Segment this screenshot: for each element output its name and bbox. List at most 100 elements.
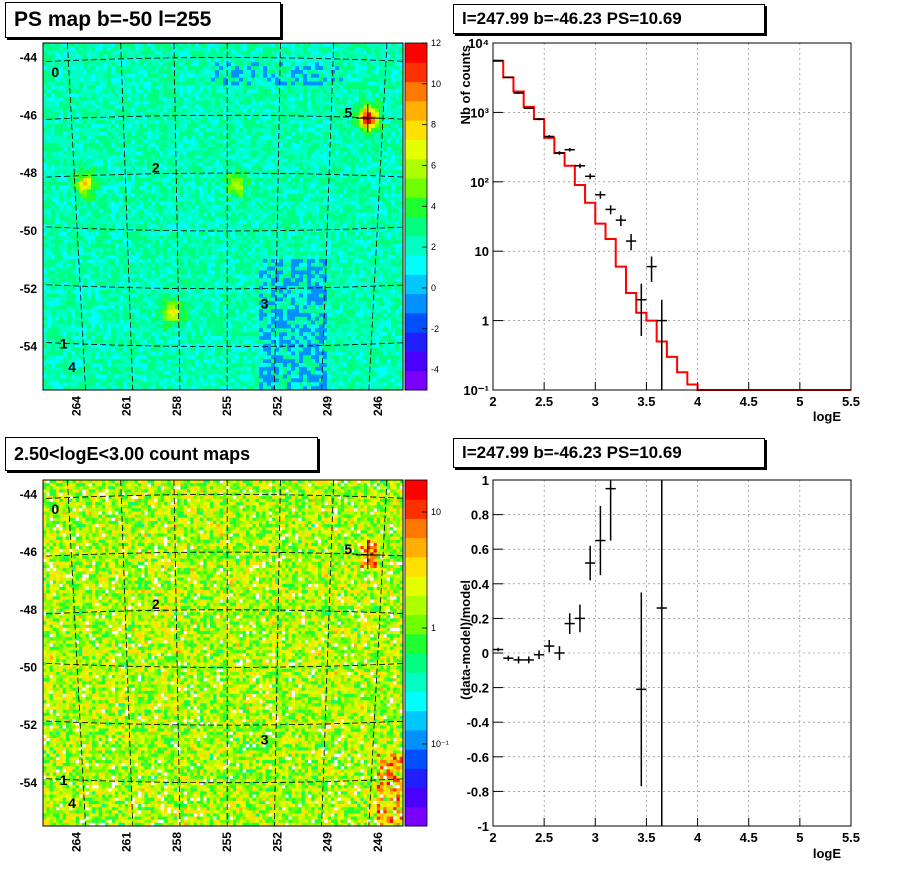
map-cell	[75, 251, 80, 256]
map-cell	[191, 316, 196, 321]
map-cell	[207, 162, 212, 167]
map-cell	[115, 123, 120, 129]
map-cell	[67, 212, 72, 217]
map-cell	[175, 116, 180, 121]
map-cell	[167, 324, 172, 329]
map-cell	[167, 50, 172, 55]
map-cell	[135, 46, 140, 52]
map-cell	[207, 243, 212, 248]
map-cell	[99, 139, 104, 144]
map-cell	[83, 255, 88, 260]
map-cell	[187, 239, 192, 244]
map-cell	[155, 85, 160, 90]
map-cell	[199, 62, 204, 67]
map-cell	[231, 135, 236, 140]
map-cell	[211, 116, 216, 121]
map-cell	[107, 378, 112, 383]
map-cell	[167, 185, 172, 190]
map-cell	[167, 116, 172, 121]
map-cell	[71, 235, 76, 241]
ps-map-panel: 0 5 2 3 1 4 -44 -46 -48 -50 -52 -54 264 261 258 255 252 2…	[0, 0, 450, 420]
map-cell	[203, 224, 208, 229]
map-cell	[47, 312, 52, 318]
map-cell	[163, 293, 168, 298]
map-cell	[239, 247, 244, 252]
map-cell	[255, 274, 260, 279]
map-cell	[191, 386, 196, 391]
map-cell	[179, 258, 184, 264]
map-cell	[63, 336, 68, 341]
map-cell	[139, 251, 144, 256]
map-cell	[219, 120, 224, 125]
map-cell	[87, 363, 92, 368]
map-cell	[183, 73, 188, 79]
map-cell	[223, 108, 228, 113]
map-cell	[83, 363, 88, 368]
map-cell	[59, 316, 64, 321]
map-cell	[135, 328, 140, 333]
map-cell	[227, 123, 232, 129]
map-cell	[167, 282, 172, 287]
map-cell	[187, 343, 192, 348]
map-cell	[147, 100, 152, 106]
map-cell	[183, 235, 188, 241]
map-cell	[59, 54, 64, 59]
map-cell	[59, 46, 64, 52]
map-cell	[215, 143, 220, 148]
map-cell	[239, 62, 244, 67]
map-cell	[183, 320, 188, 325]
map-cell	[135, 43, 140, 48]
map-cell	[139, 116, 144, 121]
map-cell	[195, 81, 200, 86]
map-cell	[231, 320, 236, 325]
map-cell	[115, 297, 120, 302]
map-cell	[159, 201, 164, 206]
map-cell	[179, 216, 184, 221]
map-cell	[119, 162, 124, 167]
map-cell	[219, 289, 224, 295]
map-cell	[259, 266, 264, 271]
map-cell	[199, 363, 204, 368]
map-cell	[203, 100, 208, 106]
map-cell	[83, 343, 88, 348]
map-cell	[43, 355, 48, 360]
map-cell	[203, 324, 208, 329]
map-cell	[195, 43, 200, 48]
map-cell	[239, 212, 244, 217]
map-cell	[55, 282, 60, 287]
map-cell	[167, 328, 172, 333]
map-cell	[243, 363, 248, 368]
map-cell	[227, 62, 232, 67]
map-cell	[219, 231, 224, 237]
map-cell	[147, 258, 152, 264]
map-cell	[123, 316, 128, 321]
map-cell	[51, 58, 56, 63]
map-cell	[263, 43, 268, 48]
map-cell	[115, 108, 120, 113]
map-cell	[151, 378, 156, 383]
map-cell	[251, 139, 256, 144]
map-cell	[247, 81, 252, 86]
map-cell	[67, 147, 72, 152]
map-cell	[111, 332, 116, 337]
map-cell	[191, 89, 196, 94]
map-cell	[111, 100, 116, 106]
map-cell	[219, 77, 224, 82]
map-cell	[175, 274, 180, 279]
map-cell	[179, 46, 184, 52]
map-cell	[91, 370, 96, 375]
map-cell	[219, 69, 224, 75]
map-cell	[251, 204, 256, 210]
map-cell	[59, 100, 64, 106]
map-cell	[191, 262, 196, 268]
map-cell	[219, 309, 224, 314]
map-cell	[107, 274, 112, 279]
map-cell	[251, 108, 256, 113]
map-cell	[135, 301, 140, 306]
map-cell	[235, 359, 240, 364]
map-cell	[191, 378, 196, 383]
map-cell	[67, 89, 72, 94]
map-cell	[231, 46, 236, 52]
map-cell	[123, 370, 128, 375]
map-cell	[83, 231, 88, 237]
